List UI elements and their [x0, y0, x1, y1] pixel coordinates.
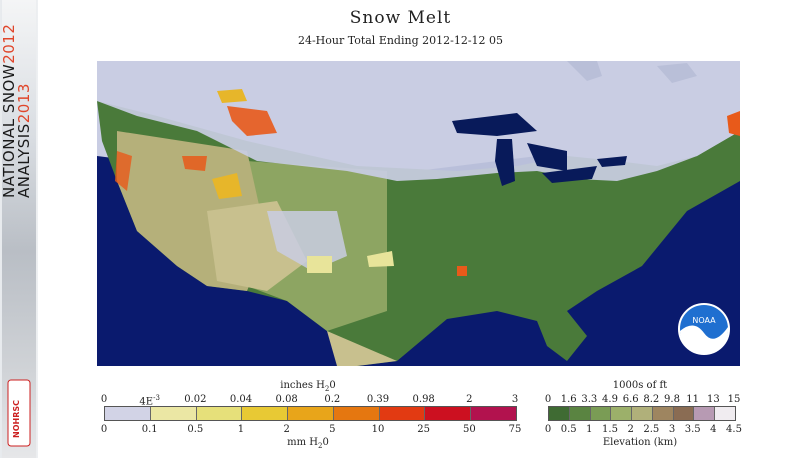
elevation-legend-tick-label: 1.6	[560, 394, 577, 405]
elevation-legend-tick-label: 3.5	[684, 424, 701, 435]
lake-ontario	[597, 156, 627, 167]
elevation-legend-swatch	[589, 407, 611, 420]
melt-legend-tick-label: 0.08	[275, 394, 298, 405]
melt-wyoming	[212, 173, 242, 199]
elevation-legend-tick-label: 15	[727, 394, 741, 405]
page-subtitle: 24-Hour Total Ending 2012-12-12 05	[297, 34, 504, 47]
lake-erie	[542, 166, 597, 183]
elevation-legend-swatch	[693, 407, 715, 420]
elevation-legend-tick-label: 8.2	[643, 394, 660, 405]
elevation-legend-tick-label: 11	[686, 394, 700, 405]
melt-legend-swatch	[149, 407, 196, 420]
elevation-legend-tick-label: 1.5	[602, 424, 618, 435]
elevation-legend-swatch	[610, 407, 632, 420]
lake-superior	[452, 113, 537, 136]
elevation-legend-top-label: 1000s of ft	[612, 380, 668, 391]
nohrsc-banner: NATIONAL SNOW2012 ANALYSIS2013 NOHRSC	[0, 0, 38, 458]
lake-huron	[527, 143, 567, 171]
elevation-legend-tick-label: 6.6	[622, 394, 639, 405]
melt-maine	[727, 111, 740, 136]
melt-legend-swatch	[470, 407, 517, 420]
melt-legend-tick-label: 0.02	[184, 394, 207, 405]
banner-subtitle: ANALYSIS2013	[15, 83, 33, 198]
melt-montana	[227, 106, 277, 136]
melt-legend-tick-label: 2	[466, 394, 473, 405]
melt-patch	[217, 89, 247, 103]
page-title: Snow Melt	[349, 8, 452, 28]
melt-legend-tick-label: 75	[508, 424, 522, 435]
melt-legend-bottom-label: mm H20	[287, 437, 329, 450]
melt-legend-swatch	[424, 407, 471, 420]
melt-color-bar	[104, 406, 517, 421]
elevation-legend-bottom-ticks: 0 0.5 1 1.5 2 2.5 3 3.5 4 4.5	[544, 424, 742, 436]
svg-text:NOHRSC: NOHRSC	[12, 400, 21, 438]
elevation-legend-tick-label: 1	[586, 424, 593, 435]
melt-legend-swatch	[105, 407, 150, 420]
elevation-legend-tick-label: 4.9	[602, 394, 618, 405]
elevation-legend-swatch	[651, 407, 673, 420]
melt-legend-swatch	[195, 407, 242, 420]
melt-arkansas	[457, 266, 467, 276]
elevation-legend-tick-label: 4.5	[726, 424, 742, 435]
melt-legend-tick-label: 2	[283, 424, 290, 435]
melt-legend-bottom-ticks: 0 0.1 0.5 1 2 5 10 25 50 75	[100, 424, 522, 436]
melt-legend-tick-label: 0	[100, 394, 108, 405]
elevation-legend-swatch	[672, 407, 694, 420]
melt-legend-tick-label: 0.1	[141, 424, 158, 435]
elevation-legend-tick-label: 13	[706, 394, 720, 405]
melt-legend-tick-label: 0.98	[412, 394, 435, 405]
snow-melt-map: NOAA	[97, 61, 740, 366]
elevation-legend-tick-label: 0	[544, 424, 552, 435]
elevation-legend-tick-label: 2.5	[643, 424, 660, 435]
elevation-legend-tick-label: 3	[668, 424, 676, 435]
nohrsc-logo-icon: NOHRSC	[7, 379, 31, 447]
elevation-legend-tick-label: 4	[710, 424, 717, 435]
melt-legend-tick-label: 0.5	[187, 424, 204, 435]
melt-legend-top-ticks: 0 4E-3 0.02 0.04 0.08 0.2 0.39 0.98 2 3	[100, 394, 519, 408]
mexico-land	[327, 331, 397, 366]
melt-legend-tick-label: 50	[462, 424, 476, 435]
melt-legend-tick-label: 1	[237, 424, 245, 435]
melt-legend-swatch	[241, 407, 288, 420]
melt-legend-tick-label: 0.2	[324, 394, 341, 405]
elevation-legend-swatch	[568, 407, 590, 420]
elevation-legend-top-ticks: 0 1.6 3.3 4.9 6.6 8.2 9.8 11 13 15	[544, 394, 741, 406]
elevation-legend-tick-label: 9.8	[664, 394, 680, 405]
elevation-legend-tick-label: 3.3	[581, 394, 598, 405]
elevation-legend-swatch	[631, 407, 652, 420]
elevation-legend-swatch	[714, 407, 736, 420]
elevation-color-bar	[548, 406, 736, 421]
melt-legend-swatch	[378, 407, 425, 420]
melt-oklahoma	[367, 251, 394, 267]
melt-legend-tick-label: 0.04	[229, 394, 253, 405]
noaa-logo-text: NOAA	[692, 316, 716, 325]
melt-legend-top-label: inches H20	[280, 380, 336, 393]
melt-legend-tick-label: 5	[329, 424, 336, 435]
melt-legend-tick-label: 0.39	[366, 394, 390, 405]
elevation-legend-tick-label: 2	[627, 424, 634, 435]
lake-michigan	[495, 139, 515, 186]
elevation-legend-tick-label: 0.5	[560, 424, 577, 435]
melt-cascades	[115, 151, 132, 191]
elevation-legend-tick-label: 0	[544, 394, 552, 405]
melt-texas	[307, 256, 332, 273]
noaa-logo-icon: NOAA	[678, 303, 730, 355]
melt-legend-swatch	[287, 407, 333, 420]
melt-legend-tick-label: 3	[511, 394, 519, 405]
melt-legend-tick-label: 10	[371, 424, 385, 435]
melt-legend-swatch	[332, 407, 379, 420]
elevation-legend-swatch	[549, 407, 569, 420]
melt-legend-tick-label: 4E-3	[139, 394, 160, 408]
melt-legend-tick-label: 25	[417, 424, 431, 435]
melt-legend-tick-label: 0	[100, 424, 108, 435]
elevation-legend-bottom-label: Elevation (km)	[602, 437, 678, 448]
snow-cover-north	[97, 61, 740, 181]
melt-idaho	[182, 156, 207, 171]
